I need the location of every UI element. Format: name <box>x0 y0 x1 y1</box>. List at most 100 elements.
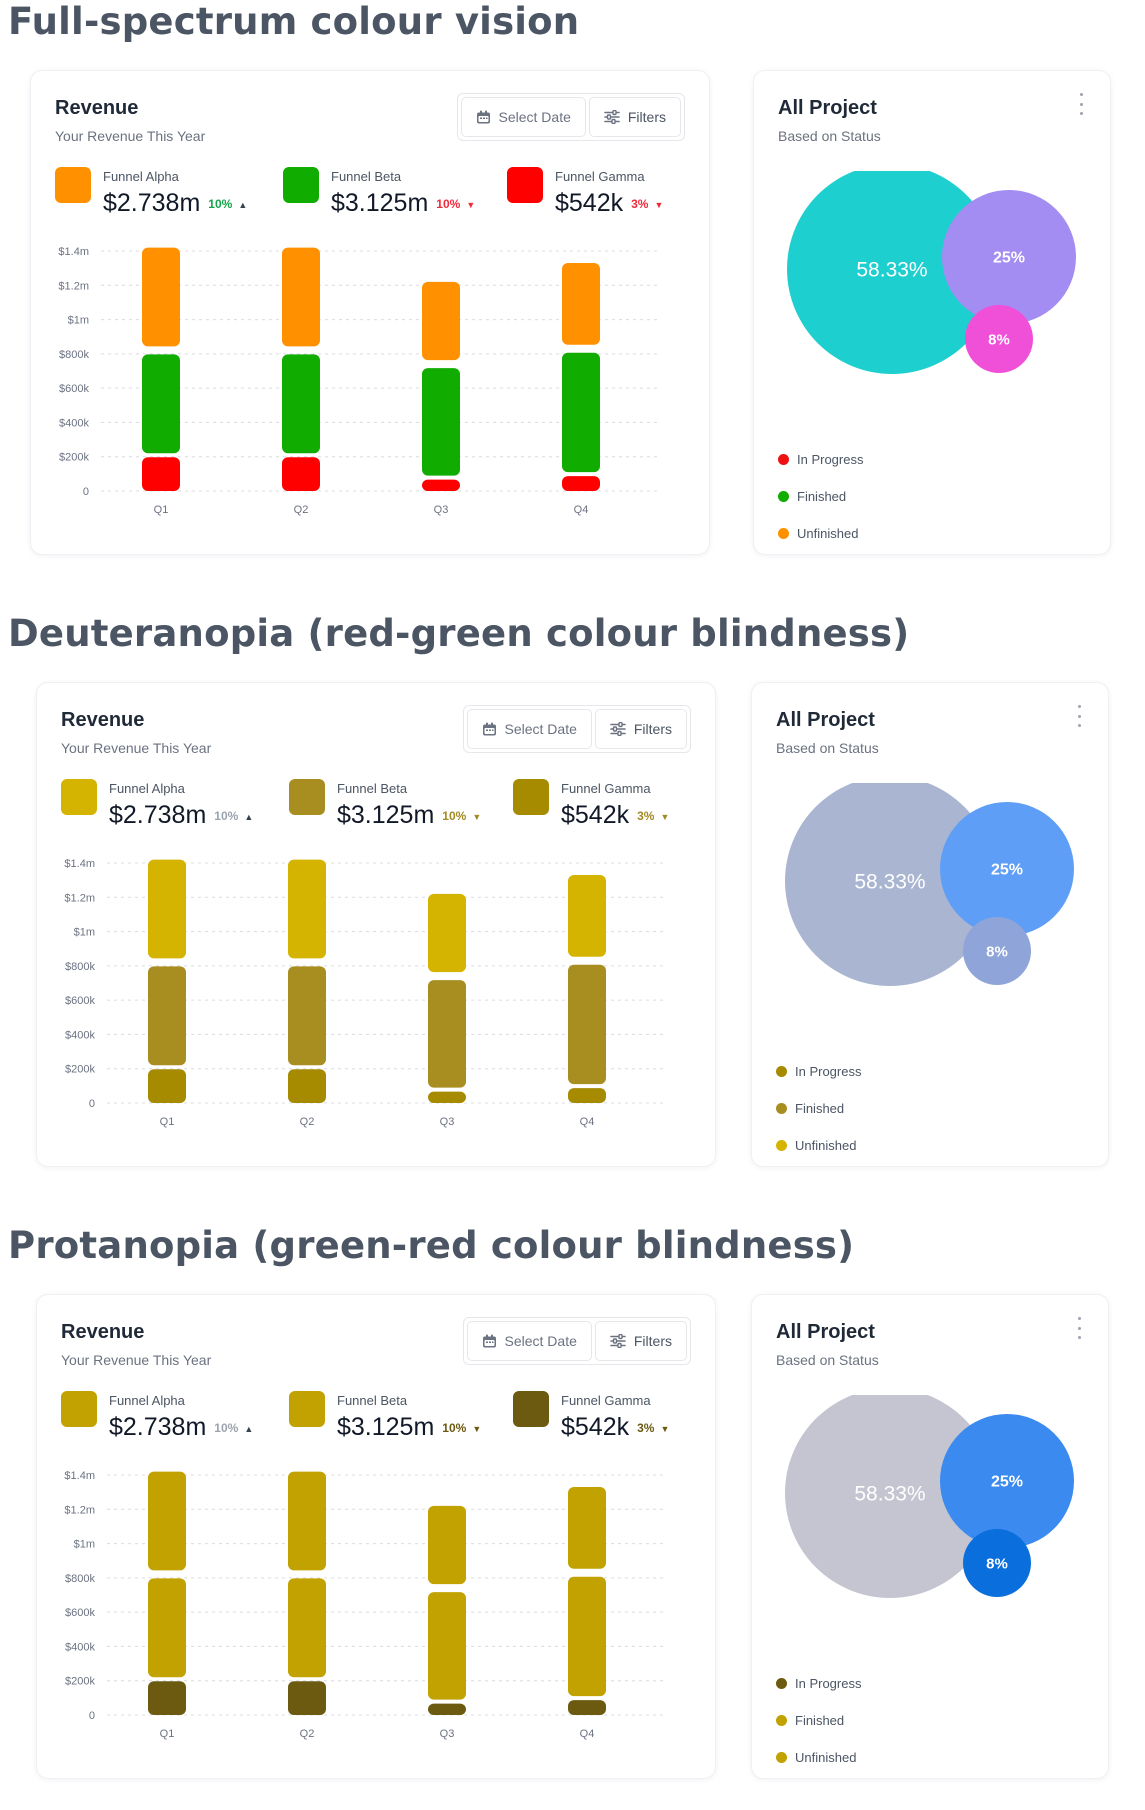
bar-segment[interactable] <box>148 1578 186 1678</box>
bar-segment[interactable] <box>568 964 606 1085</box>
bar-segment[interactable] <box>428 980 466 1088</box>
legend-dot <box>776 1140 787 1151</box>
bubble-in-progress[interactable] <box>787 171 997 374</box>
comparison-section: Deuteranopia (red-green colour blindness… <box>0 612 1145 1224</box>
bar-segment[interactable] <box>288 1578 326 1678</box>
status-bubble-chart: 58.33% 25% 8% <box>785 783 1074 986</box>
funnel-change-value: 10% <box>214 1421 239 1436</box>
project-card: All Project Based on Status 58.33% 25% 8% In … <box>751 682 1109 1167</box>
filters-button[interactable]: Filters <box>594 709 687 749</box>
caret-down-icon: ▼ <box>660 1424 670 1435</box>
legend-item[interactable]: Unfinished <box>776 1739 861 1776</box>
bar-segment[interactable] <box>288 1069 326 1103</box>
bar-segment[interactable] <box>282 354 320 454</box>
select-date-label: Select Date <box>504 1333 577 1349</box>
bar-segment[interactable] <box>428 1703 466 1715</box>
sliders-icon <box>610 1334 626 1348</box>
bubble-unfinished[interactable] <box>963 1529 1031 1597</box>
legend-item[interactable]: Unfinished <box>778 515 863 552</box>
bubble-finished[interactable] <box>940 802 1074 936</box>
bar-segment[interactable] <box>142 354 180 454</box>
bubble-unfinished[interactable] <box>965 305 1033 373</box>
project-subtitle: Based on Status <box>776 1352 879 1368</box>
more-options-icon[interactable] <box>1076 1317 1082 1339</box>
legend-dot <box>776 1066 787 1077</box>
bubble-finished[interactable] <box>940 1414 1074 1548</box>
bar-segment[interactable] <box>422 368 460 476</box>
status-legend: In Progress Finished Unfinished <box>776 1665 861 1776</box>
bar-segment[interactable] <box>288 966 326 1066</box>
select-date-button[interactable]: Select Date <box>466 709 592 749</box>
bar-segment[interactable] <box>142 247 180 347</box>
caret-down-icon: ▼ <box>472 812 482 823</box>
legend-item[interactable]: In Progress <box>776 1053 861 1090</box>
funnel-color-swatch <box>61 1391 97 1427</box>
bar-segment[interactable] <box>568 875 606 957</box>
bar-segment[interactable] <box>428 1091 466 1103</box>
funnel-value: $542k <box>555 189 624 217</box>
bar-segment[interactable] <box>288 859 326 959</box>
more-options-icon[interactable] <box>1078 93 1084 115</box>
bar-segment[interactable] <box>142 457 180 491</box>
legend-item[interactable]: Finished <box>776 1702 861 1739</box>
bar-segment[interactable] <box>148 966 186 1066</box>
bar-segment[interactable] <box>568 1576 606 1697</box>
bar-segment[interactable] <box>428 893 466 973</box>
bar-segment[interactable] <box>428 1592 466 1700</box>
bar-segment[interactable] <box>422 281 460 361</box>
more-options-icon[interactable] <box>1076 705 1082 727</box>
bar-segment[interactable] <box>562 263 600 345</box>
funnel-value: $2.738m <box>109 1413 207 1441</box>
select-date-button[interactable]: Select Date <box>460 97 586 137</box>
legend-item[interactable]: Finished <box>778 478 863 515</box>
bar-segment[interactable] <box>428 1505 466 1585</box>
funnel-change: 10% ▲ <box>208 197 247 211</box>
x-tick-label: Q2 <box>300 1116 315 1128</box>
bubble-label: 25% <box>991 862 1023 879</box>
y-tick-label: $1.2m <box>64 1504 95 1516</box>
revenue-title: Revenue <box>61 709 145 731</box>
funnel-change: 3% ▼ <box>637 809 669 823</box>
funnel-name: Funnel Alpha <box>103 169 179 184</box>
bar-segment[interactable] <box>562 352 600 473</box>
legend-label: Finished <box>795 1101 845 1116</box>
funnel-color-swatch <box>513 1391 549 1427</box>
y-tick-label: $1m <box>74 1539 95 1551</box>
status-bubble-chart: 58.33% 25% 8% <box>787 171 1076 374</box>
funnel-value: $2.738m <box>109 801 207 829</box>
bar-segment[interactable] <box>568 1487 606 1569</box>
caret-up-icon: ▲ <box>244 812 254 823</box>
bar-segment[interactable] <box>282 247 320 347</box>
calendar-icon <box>482 722 497 737</box>
legend-item[interactable]: In Progress <box>776 1665 861 1702</box>
bar-segment[interactable] <box>288 1471 326 1571</box>
bubble-in-progress[interactable] <box>785 1395 995 1598</box>
revenue-bar-chart: 0 $200k $400k $600k $800k $1m $1.2m $1.4m Q1 Q2 Q3… <box>64 858 667 1128</box>
funnel-value-row: $542k 3% ▼ <box>555 189 663 218</box>
funnel-value: $3.125m <box>331 189 429 217</box>
legend-item[interactable]: Finished <box>776 1090 861 1127</box>
bar-segment[interactable] <box>568 1088 606 1103</box>
legend-item[interactable]: In Progress <box>778 441 863 478</box>
bar-segment[interactable] <box>282 457 320 491</box>
legend-item[interactable]: Unfinished <box>776 1127 861 1164</box>
bubble-unfinished[interactable] <box>963 917 1031 985</box>
funnel-change-value: 10% <box>442 809 467 824</box>
y-tick-label: 0 <box>89 1710 95 1722</box>
filters-button[interactable]: Filters <box>594 1321 687 1361</box>
bubble-in-progress[interactable] <box>785 783 995 986</box>
bar-segment[interactable] <box>148 1471 186 1571</box>
bar-segment[interactable] <box>148 859 186 959</box>
x-tick-label: Q4 <box>574 504 589 516</box>
status-legend: In Progress Finished Unfinished <box>778 441 863 552</box>
bar-segment[interactable] <box>288 1681 326 1715</box>
bar-segment[interactable] <box>568 1700 606 1715</box>
bar-segment[interactable] <box>148 1681 186 1715</box>
bubble-finished[interactable] <box>942 190 1076 324</box>
bar-segment[interactable] <box>422 479 460 491</box>
y-tick-label: $400k <box>65 1641 95 1653</box>
select-date-button[interactable]: Select Date <box>466 1321 592 1361</box>
bar-segment[interactable] <box>562 476 600 491</box>
bar-segment[interactable] <box>148 1069 186 1103</box>
filters-button[interactable]: Filters <box>588 97 681 137</box>
